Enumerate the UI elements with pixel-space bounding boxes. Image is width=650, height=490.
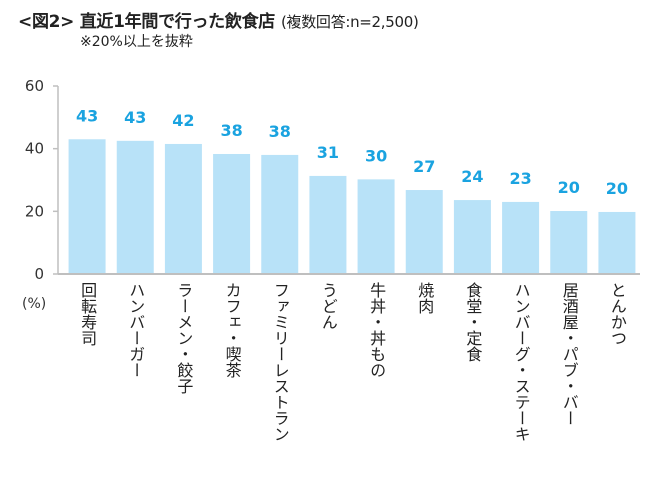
- data-label: 23: [509, 169, 531, 188]
- data-label: 24: [461, 167, 483, 186]
- bar: [164, 143, 202, 273]
- x-tick-label: うどん: [318, 282, 338, 330]
- x-tick-label: ファミリーレストラン: [270, 282, 290, 442]
- x-tick-label: 牛丼・丼もの: [367, 282, 387, 378]
- bar: [68, 139, 106, 273]
- bar: [550, 211, 588, 273]
- data-label: 27: [413, 157, 435, 176]
- chart-subtitle: (複数回答:n=2,500): [280, 13, 419, 31]
- chart-note: ※20%以上を抜粋: [80, 34, 193, 50]
- x-tick-label: ハンバーガー: [126, 282, 146, 378]
- data-label: 43: [76, 106, 98, 125]
- x-tick-label: カフェ・喫茶: [222, 282, 242, 378]
- y-tick-label: 60: [25, 77, 44, 95]
- data-label: 31: [317, 143, 339, 162]
- y-tick-label: 20: [25, 202, 44, 220]
- data-label: 42: [172, 111, 194, 130]
- data-label: 20: [606, 179, 628, 198]
- x-tick-label: 回転寿司: [78, 282, 98, 346]
- x-tick-label: 居酒屋・パブ・バー: [559, 282, 579, 426]
- bar: [405, 190, 443, 273]
- data-label: 30: [365, 146, 387, 165]
- data-label: 20: [558, 178, 580, 197]
- x-tick-label: ハンバーグ・ステーキ: [511, 282, 531, 442]
- x-tick-label: 焼肉: [415, 282, 435, 314]
- bar: [261, 154, 299, 273]
- bar: [598, 211, 636, 273]
- x-tick-label: 食堂・定食: [463, 282, 483, 362]
- bar: [309, 175, 347, 273]
- data-label: 38: [269, 122, 291, 141]
- bar: [357, 179, 395, 273]
- y-tick-label: 40: [25, 140, 44, 158]
- bar: [502, 201, 540, 273]
- bar: [213, 153, 251, 273]
- chart-title-main: <図2> 直近1年間で行った飲食店: [18, 12, 275, 32]
- y-axis-unit-label: (%): [22, 296, 47, 312]
- y-tick-label: 0: [34, 265, 44, 283]
- data-label: 43: [124, 108, 146, 127]
- bar: [116, 140, 154, 273]
- chart-title: <図2> 直近1年間で行った飲食店 (複数回答:n=2,500): [18, 7, 419, 32]
- x-tick-label: ラーメン・餃子: [174, 282, 194, 394]
- data-label: 38: [220, 121, 242, 140]
- bar: [453, 200, 491, 273]
- x-tick-label: とんかつ: [607, 282, 627, 346]
